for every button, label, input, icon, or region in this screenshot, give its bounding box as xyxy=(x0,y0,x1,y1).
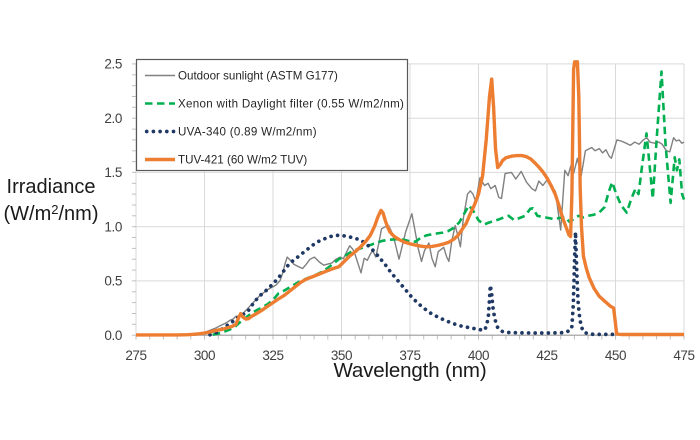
svg-text:Xenon with Daylight filter (0.: Xenon with Daylight filter (0.55 W/m2/nm… xyxy=(178,98,404,111)
svg-text:450: 450 xyxy=(605,348,626,363)
svg-text:2.5: 2.5 xyxy=(104,57,122,72)
svg-text:Outdoor sunlight (ASTM G177): Outdoor sunlight (ASTM G177) xyxy=(178,70,338,83)
svg-text:Wavelength (nm): Wavelength (nm) xyxy=(333,359,486,382)
svg-text:275: 275 xyxy=(125,348,146,363)
svg-text:300: 300 xyxy=(194,348,215,363)
svg-text:Irradiance: Irradiance xyxy=(7,176,96,198)
svg-text:2.0: 2.0 xyxy=(104,111,122,126)
svg-text:400: 400 xyxy=(468,348,489,363)
svg-text:TUV-421 (60 W/m2 TUV): TUV-421 (60 W/m2 TUV) xyxy=(178,154,307,167)
svg-text:425: 425 xyxy=(536,348,557,363)
svg-text:UVA-340 (0.89 W/m2/nm): UVA-340 (0.89 W/m2/nm) xyxy=(178,126,317,139)
svg-text:1.0: 1.0 xyxy=(104,220,122,235)
svg-text:375: 375 xyxy=(399,348,420,363)
svg-text:475: 475 xyxy=(673,348,694,363)
svg-text:1.5: 1.5 xyxy=(104,165,122,180)
svg-text:325: 325 xyxy=(262,348,283,363)
svg-text:0.5: 0.5 xyxy=(104,274,122,289)
svg-text:350: 350 xyxy=(331,348,352,363)
svg-text:0.0: 0.0 xyxy=(104,328,122,343)
svg-text:(W/m2/nm): (W/m2/nm) xyxy=(4,202,99,225)
